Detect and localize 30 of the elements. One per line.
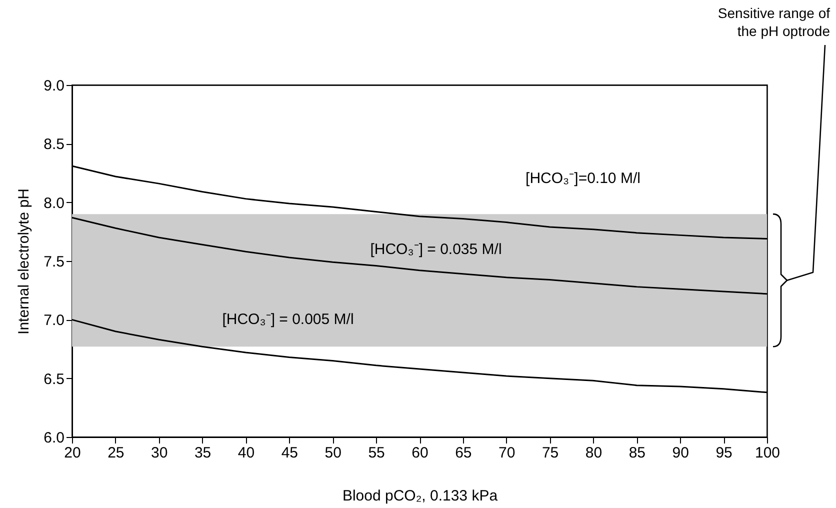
y-tick-label: 9.0 xyxy=(44,78,64,94)
y-tick-label: 7.0 xyxy=(44,312,64,330)
x-tick-label: 85 xyxy=(628,444,646,462)
x-tick-label: 55 xyxy=(368,444,385,462)
y-tick-label: 8.0 xyxy=(44,194,64,212)
y-tick-label: 8.5 xyxy=(44,136,64,154)
y-tick-label: 6.0 xyxy=(44,430,64,446)
text: Sensitive range of the pH optrode xyxy=(716,4,830,40)
x-tick-label: 40 xyxy=(238,444,255,462)
x-tick-label: 25 xyxy=(108,444,124,462)
y-tick-label: 6.5 xyxy=(44,370,64,388)
x-tick-label: 100 xyxy=(754,444,780,462)
x-axis-title: Blood pCO₂, 0.133 kPa xyxy=(342,488,498,504)
x-tick-label: 20 xyxy=(64,444,81,462)
annotation: [HCO₃⁻] = 0.035 M/l xyxy=(370,240,502,258)
x-tick-label: 75 xyxy=(542,444,559,462)
x-tick-label: 95 xyxy=(716,444,732,462)
annotation: [HCO₃⁻] = 0.005 M/l xyxy=(222,310,354,328)
x-tick-label: 30 xyxy=(151,444,168,462)
x-tick-label: 90 xyxy=(672,444,689,462)
y-axis-title: Internal electrolyte pH xyxy=(16,188,33,334)
x-tick-label: 60 xyxy=(412,444,428,462)
x-tick-label: 45 xyxy=(281,444,298,462)
x-tick-label: 70 xyxy=(498,444,516,462)
x-tick-label: 35 xyxy=(194,444,212,462)
x-tick-label: 65 xyxy=(455,444,472,462)
x-tick-label: 80 xyxy=(585,444,602,462)
y-tick-label: 7.5 xyxy=(44,254,64,270)
x-tick-label: 50 xyxy=(324,444,342,462)
annotation: [HCO₃⁻]=0.10 M/l xyxy=(526,169,640,187)
